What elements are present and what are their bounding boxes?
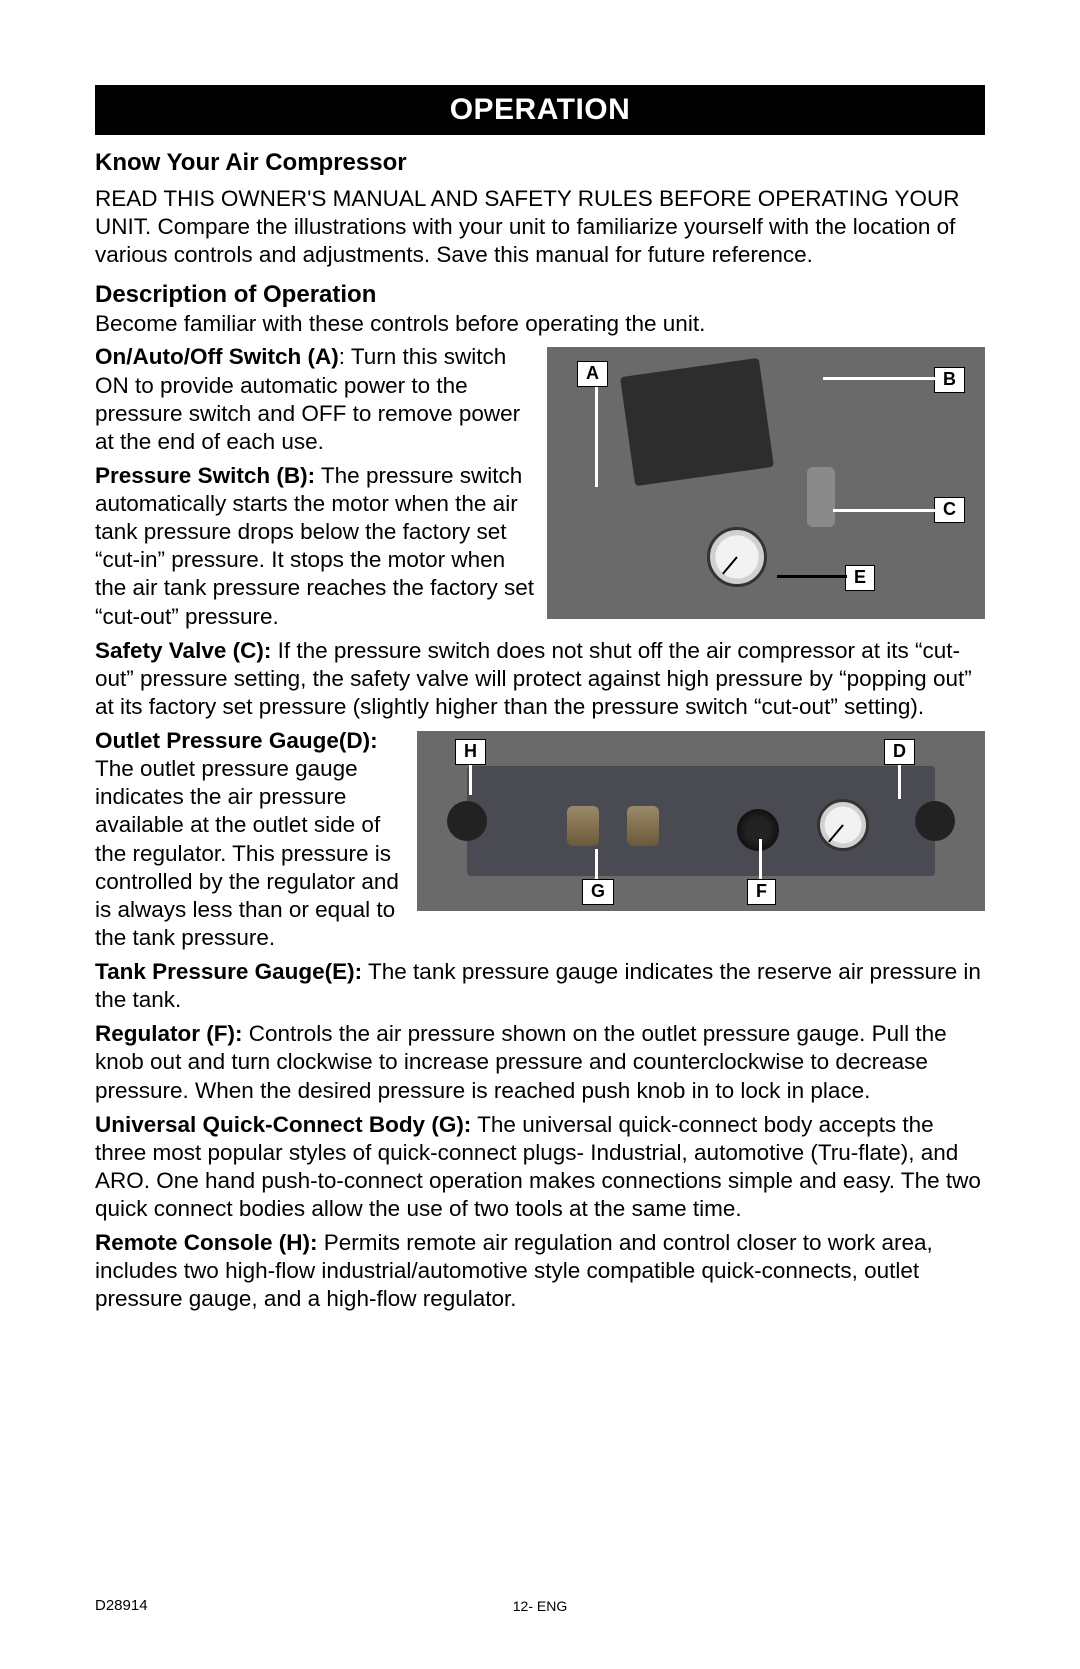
term-e: Tank Pressure Gauge(E): — [95, 959, 362, 984]
quick-connect-1 — [567, 806, 599, 846]
arrow-b — [823, 377, 943, 380]
item-h: Remote Console (H): Permits remote air r… — [95, 1229, 985, 1313]
arrow-a — [595, 387, 598, 487]
item-e: Tank Pressure Gauge(E): The tank pressur… — [95, 958, 985, 1014]
left-handle — [447, 801, 487, 841]
term-a: On/Auto/Off Switch (A) — [95, 344, 339, 369]
arrow-g — [595, 849, 598, 879]
callout-a: A — [577, 361, 608, 387]
figure-compressor-top: A B C E — [547, 347, 985, 619]
callout-e: E — [845, 565, 875, 591]
callout-g: G — [582, 879, 614, 905]
tank-pressure-gauge-icon — [707, 527, 767, 587]
right-handle — [915, 801, 955, 841]
callout-d: D — [884, 739, 915, 765]
safety-valve-shape — [807, 467, 835, 527]
arrow-d — [898, 765, 901, 799]
lead-paragraph: Become familiar with these controls befo… — [95, 311, 985, 337]
arrow-f — [759, 839, 762, 879]
outlet-pressure-gauge-icon — [817, 799, 869, 851]
callout-f: F — [747, 879, 776, 905]
arrow-e — [777, 575, 847, 578]
arrow-c — [833, 509, 943, 512]
callout-h: H — [455, 739, 486, 765]
term-c: Safety Valve (C): — [95, 638, 271, 663]
intro-paragraph: READ THIS OWNER'S MANUAL AND SAFETY RULE… — [95, 185, 985, 269]
footer-doc-number: D28914 — [95, 1597, 148, 1614]
term-b: Pressure Switch (B): — [95, 463, 315, 488]
heading-description: Description of Operation — [95, 281, 985, 309]
item-f: Regulator (F): Controls the air pressure… — [95, 1020, 985, 1104]
sep-a: : — [339, 344, 351, 369]
term-d: Outlet Pressure Gauge(D): — [95, 728, 378, 753]
motor-housing — [620, 358, 774, 486]
figure-control-panel: H D G F — [417, 731, 985, 911]
body-flow: A B C E On/Auto/Off Switch (A): Turn thi… — [95, 343, 985, 1313]
term-g: Universal Quick-Connect Body (G): — [95, 1112, 471, 1137]
heading-know-your-compressor: Know Your Air Compressor — [95, 149, 985, 177]
page-content: OPERATION Know Your Air Compressor READ … — [0, 0, 1080, 1370]
term-h: Remote Console (H): — [95, 1230, 318, 1255]
footer-page-number: 12- ENG — [513, 1598, 567, 1614]
item-g: Universal Quick-Connect Body (G): The un… — [95, 1111, 985, 1224]
text-d: The outlet pressure gauge indicates the … — [95, 756, 399, 950]
regulator-knob — [737, 809, 779, 851]
arrow-h — [469, 765, 472, 795]
item-c: Safety Valve (C): If the pressure switch… — [95, 637, 985, 721]
term-f: Regulator (F): — [95, 1021, 242, 1046]
section-banner: OPERATION — [95, 85, 985, 135]
quick-connect-2 — [627, 806, 659, 846]
